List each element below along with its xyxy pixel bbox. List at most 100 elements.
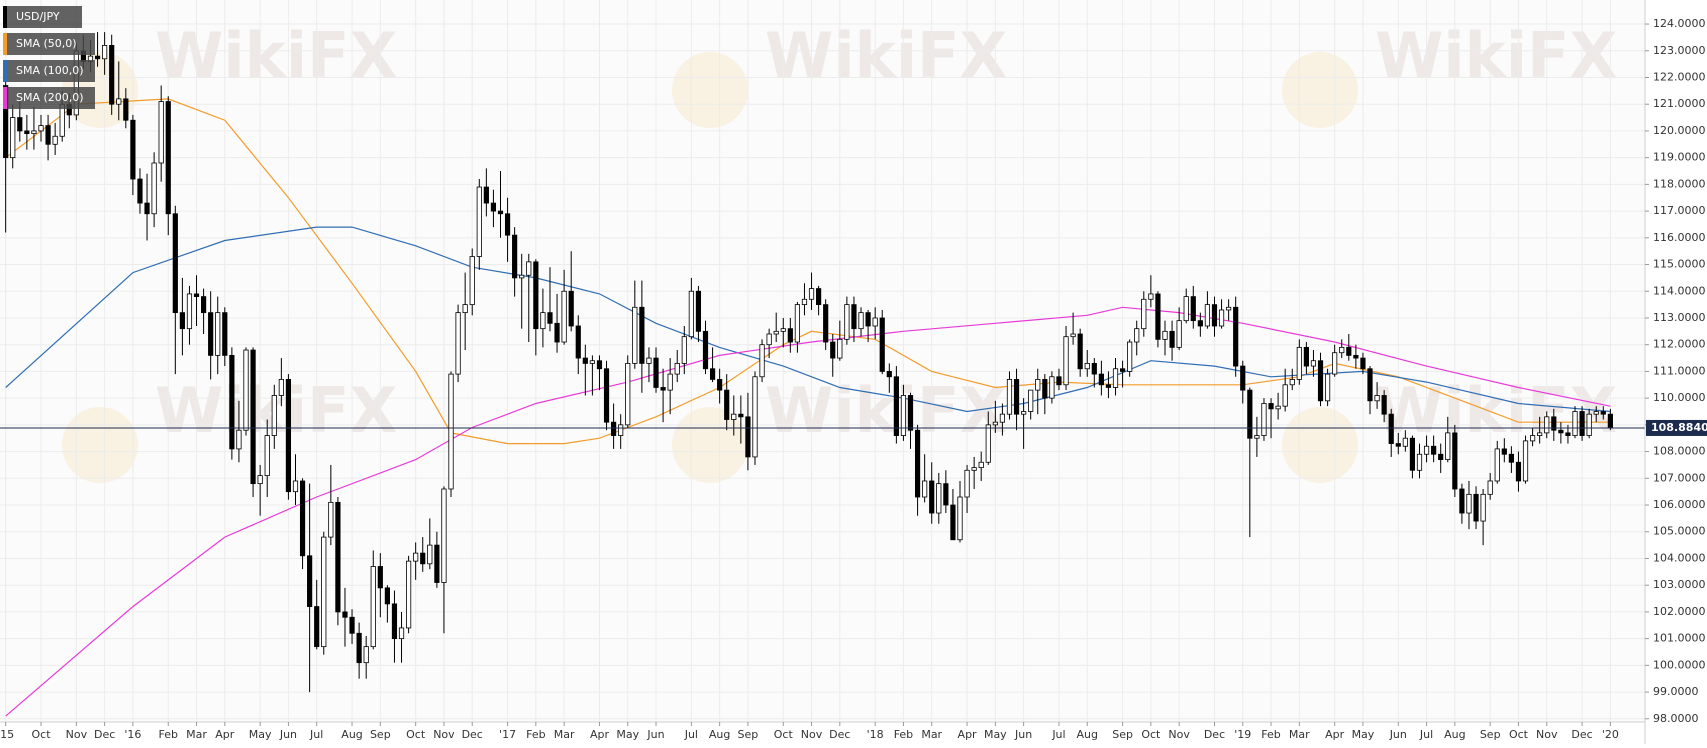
y-tick-label: 119.0000 (1653, 151, 1706, 164)
x-tick-label: Jun (646, 728, 664, 741)
watermark: WikiFX (155, 19, 397, 92)
candle-body (907, 395, 914, 431)
candle-body (321, 536, 327, 648)
x-tick-label: Feb (526, 728, 545, 741)
candle-body (1501, 448, 1507, 455)
x-tick-label: Mar (921, 728, 942, 741)
candle-body (1056, 376, 1062, 386)
y-tick-label: 98.0000 (1653, 712, 1699, 725)
candle-body (547, 312, 553, 324)
candle-body (950, 504, 956, 541)
candle-body (639, 306, 645, 364)
y-tick-label: 103.0000 (1653, 578, 1706, 591)
candle-body (1473, 493, 1479, 522)
candle-body (441, 488, 447, 583)
x-tick-label: Jun (1014, 728, 1032, 741)
candle-body (448, 373, 454, 490)
candle-body (1226, 306, 1232, 311)
candle-body (1098, 373, 1104, 386)
candle-body (384, 587, 390, 605)
candle-body (1381, 395, 1387, 415)
x-tick-label: Dec (1571, 728, 1592, 741)
x-tick-label: Dec (462, 728, 483, 741)
candle-body (257, 475, 263, 485)
candle-body (172, 213, 178, 314)
candle-body (618, 424, 624, 436)
legend-box (3, 6, 82, 28)
candle-body (427, 544, 433, 565)
candle-body (801, 298, 808, 306)
candle-body (94, 55, 101, 60)
candle-body (561, 290, 567, 343)
candle-body (229, 354, 235, 450)
candle-body (1515, 461, 1522, 482)
candle-body (1388, 413, 1394, 444)
candle-body (816, 288, 822, 306)
candle-body (851, 304, 857, 330)
candle-body (307, 555, 313, 607)
legend-label: USD/JPY (16, 10, 60, 23)
candle-body (1254, 435, 1260, 439)
x-tick-label: Nov (1536, 728, 1558, 741)
candle-body (406, 560, 412, 629)
candle-body (893, 376, 899, 436)
candle-body (1423, 445, 1430, 455)
candle-body (808, 288, 815, 300)
y-tick-label: 111.0000 (1653, 364, 1706, 377)
candle-body (1508, 453, 1514, 463)
x-tick-label: Jul (1051, 728, 1065, 741)
candle-body (582, 357, 588, 364)
candle-body (1176, 320, 1182, 348)
candle-body (1551, 416, 1557, 431)
x-tick-label: Aug (1076, 728, 1097, 741)
candle-body (201, 296, 207, 314)
x-tick-label: Sep (1480, 728, 1501, 741)
candle-body (1261, 403, 1267, 436)
candles (3, 32, 1613, 693)
x-tick-label: Oct (406, 728, 426, 741)
candle-body (731, 413, 737, 420)
candle-body (752, 376, 758, 458)
y-tick-label: 101.0000 (1653, 632, 1706, 645)
candle-body (1332, 352, 1338, 375)
candle-body (1522, 440, 1529, 482)
candle-body (1593, 411, 1599, 415)
candle-body (363, 646, 369, 664)
candle-body (342, 611, 348, 618)
x-tick-label: May (984, 728, 1007, 741)
candle-body (872, 317, 878, 327)
candle-body (483, 186, 489, 204)
y-tick-label: 102.0000 (1653, 605, 1706, 618)
candle-body (717, 379, 723, 391)
candle-body (179, 312, 185, 330)
sma-line (5, 226, 1611, 413)
y-tick-label: 112.0000 (1653, 338, 1706, 351)
y-tick-label: 120.0000 (1653, 124, 1706, 137)
y-tick-label: 100.0000 (1653, 658, 1706, 671)
candle-body (1183, 296, 1189, 322)
candle-body (250, 349, 256, 485)
x-tick-label: Jun (1389, 728, 1407, 741)
legend-box (3, 33, 95, 55)
candle-body (130, 119, 136, 180)
candle-body (1452, 432, 1458, 490)
sma-line (5, 306, 1611, 717)
candle-body (830, 341, 836, 359)
x-tick-label: '17 (499, 728, 516, 741)
candle-body (1353, 354, 1359, 359)
candle-body (420, 552, 426, 565)
candle-body (625, 363, 631, 426)
x-tick-label: Oct (31, 728, 51, 741)
y-tick-label: 107.0000 (1653, 471, 1706, 484)
candle-body (1565, 432, 1571, 436)
watermark-logo (62, 407, 138, 483)
x-tick-label: Feb (894, 728, 913, 741)
candle-body (844, 304, 850, 340)
candle-body (1600, 411, 1606, 415)
candle-body (377, 566, 383, 589)
candle-body (526, 261, 532, 276)
candle-body (1325, 373, 1331, 402)
candle-body (215, 312, 221, 356)
candle-body (38, 125, 44, 132)
